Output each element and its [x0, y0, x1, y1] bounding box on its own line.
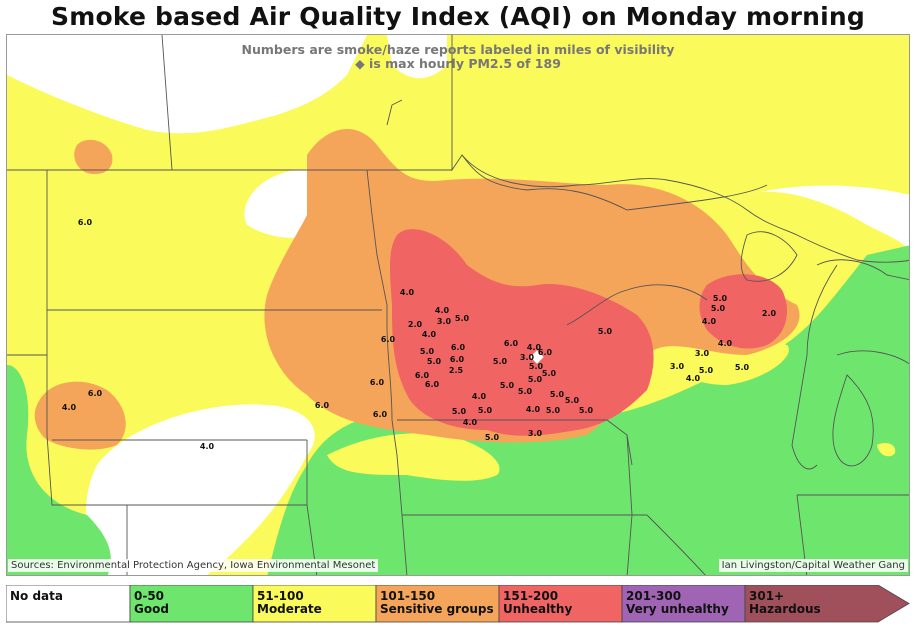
legend-swatch-unhealthy [498, 585, 623, 623]
visibility-report: 5.0 [452, 407, 467, 416]
legend-swatch-moderate [252, 585, 377, 623]
visibility-report: 3.0 [695, 349, 710, 358]
map-subtitle-marker-note: ◆ is max hourly PM2.5 of 189 [355, 56, 561, 71]
sensitive-zone-nebraska [34, 381, 126, 450]
visibility-report: 6.0 [415, 371, 430, 380]
unhealthy-zone-upper-michigan [699, 274, 787, 349]
aqi-legend: No data 0-50 Good 51-100 Moderate 101-15… [6, 585, 910, 623]
visibility-report: 6.0 [370, 378, 385, 387]
visibility-report: 2.0 [762, 309, 777, 318]
visibility-report: 6.0 [373, 410, 388, 419]
visibility-report: 5.0 [427, 357, 442, 366]
no-data-zone-north [7, 35, 367, 134]
visibility-report: 5.0 [565, 396, 580, 405]
visibility-report: 4.0 [400, 288, 415, 297]
map-title: Smoke based Air Quality Index (AQI) on M… [51, 2, 865, 31]
aqi-map: 6.0 6.0 4.0 4.0 4.0 4.0 3.0 5.0 2.0 4.0 … [6, 34, 910, 576]
legend-swatch-sensitive [375, 585, 500, 623]
map-canvas: 6.0 6.0 4.0 4.0 4.0 4.0 3.0 5.0 2.0 4.0 … [7, 35, 909, 575]
legend-swatches [6, 585, 910, 623]
visibility-report: 4.0 [686, 374, 701, 383]
visibility-report: 2.0 [408, 320, 423, 329]
visibility-report: 3.0 [437, 317, 452, 326]
visibility-report: 5.0 [579, 406, 594, 415]
visibility-report: 4.0 [422, 330, 437, 339]
legend-sensitive-range: 101-150 [380, 589, 436, 603]
legend-no-data: No data [10, 589, 63, 603]
visibility-report: 4.0 [702, 317, 717, 326]
visibility-report: 6.0 [450, 355, 465, 364]
visibility-report: 4.0 [200, 442, 215, 451]
visibility-report: 6.0 [315, 401, 330, 410]
visibility-report: 5.0 [713, 294, 728, 303]
legend-unhealthy-label: Unhealthy [503, 602, 573, 616]
legend-good-range: 0-50 [134, 589, 165, 603]
visibility-report: 3.0 [528, 429, 543, 438]
moderate-zone-dot [877, 442, 896, 457]
visibility-report: 5.0 [518, 387, 533, 396]
no-data-zone-superior [747, 185, 909, 251]
visibility-report: 5.0 [455, 314, 470, 323]
legend-unhealthy-range: 151-200 [503, 589, 559, 603]
visibility-report: 3.0 [670, 362, 685, 371]
legend-swatch-good [129, 585, 254, 623]
visibility-report: 6.0 [88, 389, 103, 398]
visibility-labels: 6.0 6.0 4.0 4.0 4.0 4.0 3.0 5.0 2.0 4.0 … [62, 218, 777, 451]
visibility-report: 5.0 [542, 369, 557, 378]
visibility-report: 2.5 [449, 366, 464, 375]
visibility-report: 5.0 [546, 406, 561, 415]
unhealthy-zone-minnesota [389, 229, 654, 436]
coastlines [386, 99, 909, 470]
pm25-max-marker [530, 350, 544, 364]
visibility-report: 6.0 [504, 339, 519, 348]
visibility-report: 5.0 [420, 347, 435, 356]
visibility-report: 5.0 [598, 327, 613, 336]
legend-hazardous-range: 301+ [749, 589, 785, 603]
visibility-report: 5.0 [550, 390, 565, 399]
visibility-report: 5.0 [528, 375, 543, 384]
visibility-report: 6.0 [538, 348, 553, 357]
visibility-report: 4.0 [718, 339, 733, 348]
visibility-report: 6.0 [451, 343, 466, 352]
legend-good-label: Good [134, 602, 169, 616]
legend-swatch-no-data [6, 585, 131, 623]
visibility-report: 5.0 [529, 362, 544, 371]
visibility-report: 6.0 [381, 335, 396, 344]
visibility-report: 5.0 [711, 304, 726, 313]
credit-caption: Ian Livingston/Capital Weather Gang [718, 559, 908, 572]
legend-moderate-label: Moderate [257, 602, 322, 616]
visibility-report: 5.0 [493, 357, 508, 366]
visibility-report: 4.0 [526, 405, 541, 414]
no-data-zone-north2 [387, 35, 447, 79]
visibility-report: 5.0 [500, 381, 515, 390]
legend-moderate-range: 51-100 [257, 589, 304, 603]
visibility-report: 4.0 [527, 343, 542, 352]
legend-hazardous-label: Hazardous [749, 602, 821, 616]
visibility-report: 5.0 [485, 433, 500, 442]
good-zone-southwest [7, 365, 111, 575]
legend-swatch-hazardous [744, 585, 910, 623]
visibility-report: 4.0 [463, 418, 478, 427]
good-zone-south-east [267, 245, 909, 575]
visibility-report: 4.0 [472, 392, 487, 401]
visibility-report: 4.0 [435, 306, 450, 315]
visibility-report: 5.0 [478, 406, 493, 415]
visibility-report: 5.0 [699, 366, 714, 375]
map-subtitle: Numbers are smoke/haze reports labeled i… [241, 42, 675, 57]
visibility-report: 4.0 [62, 403, 77, 412]
visibility-report: 5.0 [735, 363, 750, 372]
moderate-zone-iowa [327, 433, 500, 481]
legend-very-unhealthy-label: Very unhealthy [626, 602, 729, 616]
no-data-zone-southwest [86, 404, 315, 575]
sensitive-zone-montana [74, 139, 113, 175]
sources-caption: Sources: Environmental Protection Agency… [8, 559, 379, 572]
visibility-report: 6.0 [425, 380, 440, 389]
visibility-report: 3.0 [520, 353, 535, 362]
legend-sensitive-label: Sensitive groups [380, 602, 494, 616]
visibility-report: 6.0 [78, 218, 93, 227]
legend-very-unhealthy-range: 201-300 [626, 589, 682, 603]
